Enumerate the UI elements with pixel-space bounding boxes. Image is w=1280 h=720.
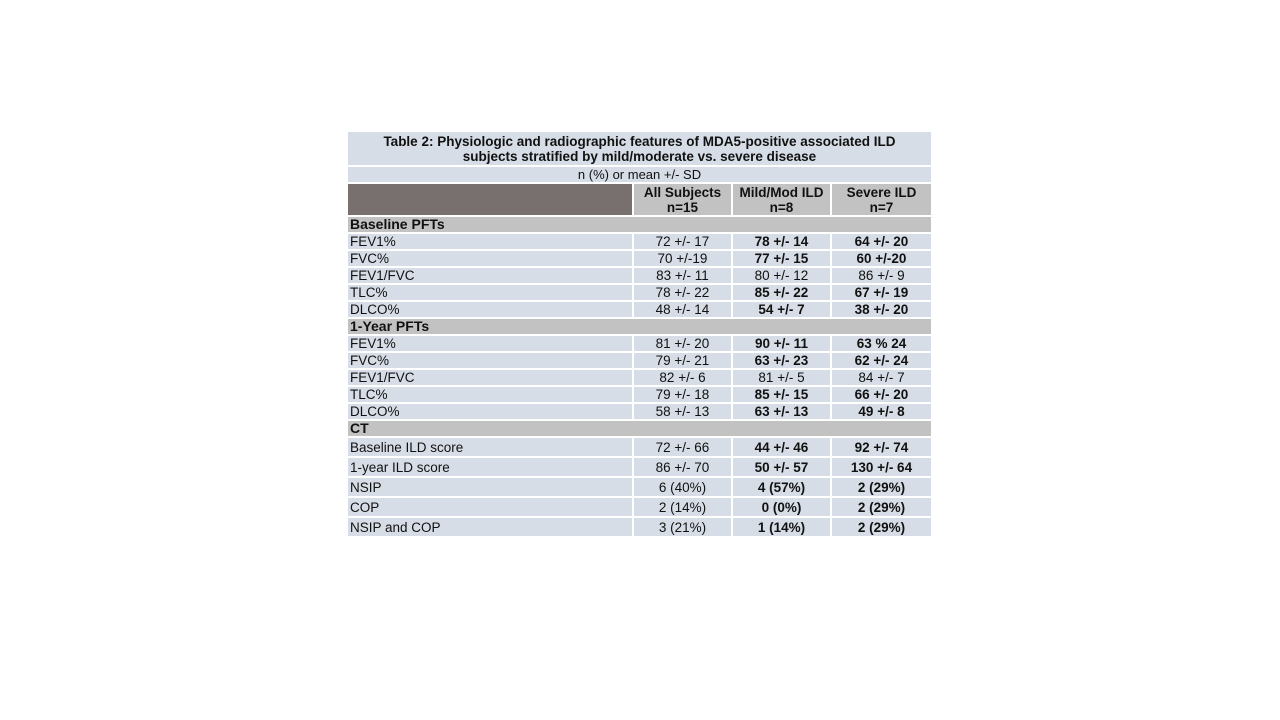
row-label: 1-year ILD score [346, 456, 634, 478]
cell-all-subjects: 78 +/- 22 [632, 283, 733, 302]
header-mild-mod-n: n=8 [769, 199, 794, 215]
row-label: TLC% [346, 283, 634, 302]
cell-mild-mod: 77 +/- 15 [731, 249, 832, 268]
cell-mild-mod: 85 +/- 22 [731, 283, 832, 302]
table-row: Baseline ILD score 72 +/- 66 44 +/- 46 92 +… [346, 436, 933, 458]
cell-mild-mod: 4 (57%) [731, 476, 832, 498]
header-all-subjects-n: n=15 [666, 199, 699, 215]
cell-mild-mod: 90 +/- 11 [731, 334, 832, 353]
section-header-row: Baseline PFTs [346, 215, 933, 234]
row-label: FEV1/FVC [346, 368, 634, 387]
cell-severe: 38 +/- 20 [830, 300, 933, 319]
row-label: FEV1% [346, 334, 634, 353]
table-row: NSIP 6 (40%) 4 (57%) 2 (29%) [346, 476, 933, 498]
table-row: DLCO% 58 +/- 13 63 +/- 13 49 +/- 8 [346, 402, 933, 421]
cell-mild-mod: 63 +/- 23 [731, 351, 832, 370]
row-label: Baseline ILD score [346, 436, 634, 458]
row-label: COP [346, 496, 634, 518]
cell-severe: 60 +/-20 [830, 249, 933, 268]
cell-severe: 49 +/- 8 [830, 402, 933, 421]
cell-all-subjects: 72 +/- 66 [632, 436, 733, 458]
cell-severe: 2 (29%) [830, 496, 933, 518]
header-all-subjects: All Subjects n=15 [632, 182, 733, 217]
cell-severe: 92 +/- 74 [830, 436, 933, 458]
table-row: TLC% 79 +/- 18 85 +/- 15 66 +/- 20 [346, 385, 933, 404]
table-row: FEV1% 81 +/- 20 90 +/- 11 63 % 24 [346, 334, 933, 353]
cell-severe: 2 (29%) [830, 476, 933, 498]
row-label: DLCO% [346, 402, 634, 421]
section-title: Baseline PFTs [346, 215, 933, 234]
cell-all-subjects: 70 +/-19 [632, 249, 733, 268]
table-subtitle: n (%) or mean +/- SD [346, 165, 933, 184]
table-row: TLC% 78 +/- 22 85 +/- 22 67 +/- 19 [346, 283, 933, 302]
cell-severe: 67 +/- 19 [830, 283, 933, 302]
table-title-line1: Table 2: Physiologic and radiographic fe… [383, 133, 896, 149]
table-row: FVC% 79 +/- 21 63 +/- 23 62 +/- 24 [346, 351, 933, 370]
row-label: FVC% [346, 249, 634, 268]
header-all-subjects-label: All Subjects [643, 184, 722, 200]
cell-all-subjects: 2 (14%) [632, 496, 733, 518]
row-label: NSIP and COP [346, 516, 634, 538]
cell-severe: 130 +/- 64 [830, 456, 933, 478]
row-label: DLCO% [346, 300, 634, 319]
section-header-row: CT [346, 419, 933, 438]
row-label: FEV1% [346, 232, 634, 251]
header-severe-n: n=7 [869, 199, 894, 215]
table-row: FEV1/FVC 82 +/- 6 81 +/- 5 84 +/- 7 [346, 368, 933, 387]
table-row: FVC% 70 +/-19 77 +/- 15 60 +/-20 [346, 249, 933, 268]
cell-all-subjects: 48 +/- 14 [632, 300, 733, 319]
cell-severe: 84 +/- 7 [830, 368, 933, 387]
cell-all-subjects: 6 (40%) [632, 476, 733, 498]
cell-severe: 86 +/- 9 [830, 266, 933, 285]
cell-mild-mod: 54 +/- 7 [731, 300, 832, 319]
header-severe: Severe ILD n=7 [830, 182, 933, 217]
table-row: FEV1/FVC 83 +/- 11 80 +/- 12 86 +/- 9 [346, 266, 933, 285]
cell-severe: 62 +/- 24 [830, 351, 933, 370]
cell-mild-mod: 81 +/- 5 [731, 368, 832, 387]
cell-mild-mod: 78 +/- 14 [731, 232, 832, 251]
row-label: TLC% [346, 385, 634, 404]
table-row: COP 2 (14%) 0 (0%) 2 (29%) [346, 496, 933, 518]
row-label: NSIP [346, 476, 634, 498]
cell-all-subjects: 83 +/- 11 [632, 266, 733, 285]
section-title: 1-Year PFTs [346, 317, 933, 336]
table-title: Table 2: Physiologic and radiographic fe… [346, 130, 933, 167]
cell-severe: 64 +/- 20 [830, 232, 933, 251]
cell-all-subjects: 81 +/- 20 [632, 334, 733, 353]
cell-all-subjects: 58 +/- 13 [632, 402, 733, 421]
row-label: FVC% [346, 351, 634, 370]
table-row: 1-year ILD score 86 +/- 70 50 +/- 57 130 +/… [346, 456, 933, 478]
cell-all-subjects: 82 +/- 6 [632, 368, 733, 387]
cell-all-subjects: 86 +/- 70 [632, 456, 733, 478]
cell-severe: 2 (29%) [830, 516, 933, 538]
table-row: DLCO% 48 +/- 14 54 +/- 7 38 +/- 20 [346, 300, 933, 319]
row-label: FEV1/FVC [346, 266, 634, 285]
table-row: NSIP and COP 3 (21%) 1 (14%) 2 (29%) [346, 516, 933, 538]
cell-severe: 63 % 24 [830, 334, 933, 353]
cell-all-subjects: 72 +/- 17 [632, 232, 733, 251]
cell-severe: 66 +/- 20 [830, 385, 933, 404]
table-row: FEV1% 72 +/- 17 78 +/- 14 64 +/- 20 [346, 232, 933, 251]
cell-all-subjects: 79 +/- 21 [632, 351, 733, 370]
results-table: Table 2: Physiologic and radiographic fe… [346, 130, 933, 538]
cell-mild-mod: 85 +/- 15 [731, 385, 832, 404]
cell-mild-mod: 1 (14%) [731, 516, 832, 538]
section-title: CT [346, 419, 933, 438]
cell-mild-mod: 63 +/- 13 [731, 402, 832, 421]
subtitle-row: n (%) or mean +/- SD [346, 165, 933, 184]
header-row: All Subjects n=15 Mild/Mod ILD n=8 Sever… [346, 182, 933, 217]
cell-all-subjects: 79 +/- 18 [632, 385, 733, 404]
header-severe-label: Severe ILD [846, 184, 917, 200]
title-row: Table 2: Physiologic and radiographic fe… [346, 130, 933, 167]
cell-mild-mod: 44 +/- 46 [731, 436, 832, 458]
section-header-row: 1-Year PFTs [346, 317, 933, 336]
header-mild-mod: Mild/Mod ILD n=8 [731, 182, 832, 217]
header-mild-mod-label: Mild/Mod ILD [739, 184, 824, 200]
table-title-line2: subjects stratified by mild/moderate vs.… [462, 148, 817, 164]
cell-mild-mod: 50 +/- 57 [731, 456, 832, 478]
header-blank-cell [346, 182, 634, 217]
cell-all-subjects: 3 (21%) [632, 516, 733, 538]
cell-mild-mod: 80 +/- 12 [731, 266, 832, 285]
cell-mild-mod: 0 (0%) [731, 496, 832, 518]
